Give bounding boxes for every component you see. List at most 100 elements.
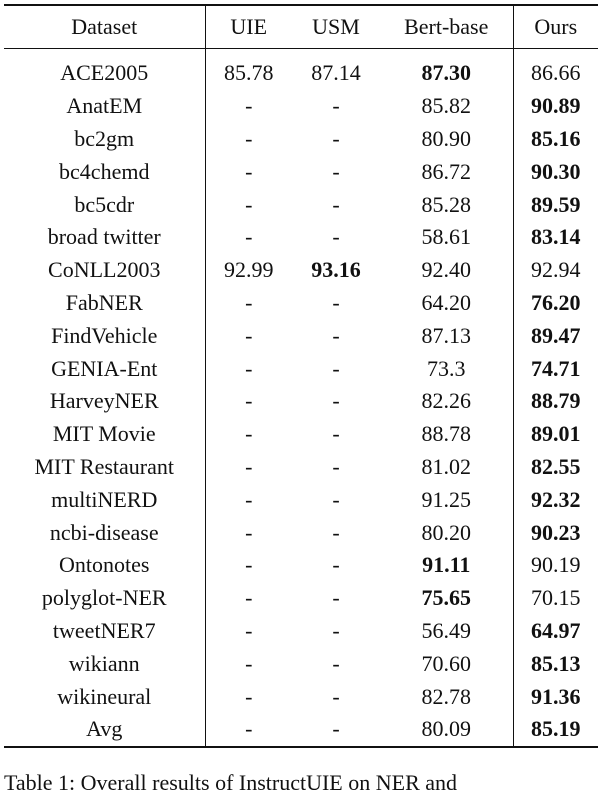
score-cell: 83.14 <box>531 224 581 250</box>
table-row: AnatEM - - 85.82 90.89 <box>4 89 598 123</box>
dataset-name: wikineural <box>4 680 206 713</box>
score-cell: 90.23 <box>531 519 581 545</box>
table-row: HarveyNER - - 82.26 88.79 <box>4 384 598 418</box>
table-body: ACE2005 85.78 87.14 87.30 86.66 AnatEM - - 85.82… <box>4 48 598 747</box>
score-cell: 93.16 <box>311 257 361 283</box>
header-row: Dataset UIE USM Bert-base Ours <box>4 5 598 49</box>
score-cell: - <box>332 453 340 479</box>
score-cell: 90.30 <box>531 158 581 184</box>
table-row: bc2gm - - 80.90 85.16 <box>4 122 598 156</box>
dataset-name: bc5cdr <box>4 188 206 221</box>
dataset-name: MIT Movie <box>4 417 206 451</box>
score-cell: - <box>332 388 340 414</box>
score-cell: 82.78 <box>380 680 514 713</box>
table-row: bc5cdr - - 85.28 89.59 <box>4 188 598 221</box>
table-row: Avg - - 80.09 85.19 <box>4 712 598 747</box>
score-cell: - <box>245 650 253 676</box>
score-cell: - <box>332 355 340 381</box>
score-cell: 91.11 <box>380 548 514 582</box>
results-table: Dataset UIE USM Bert-base Ours ACE2005 85.78 8… <box>4 4 598 748</box>
score-cell: 56.49 <box>380 614 514 648</box>
score-cell: 85.78 <box>224 60 274 86</box>
score-cell: 85.28 <box>380 188 514 221</box>
score-cell: - <box>245 421 253 447</box>
column-header: Bert-base <box>380 5 514 49</box>
dataset-name: broad twitter <box>4 220 206 254</box>
score-cell: 87.30 <box>380 48 514 90</box>
score-cell: 58.61 <box>380 220 514 254</box>
table-row: wikineural - - 82.78 91.36 <box>4 680 598 713</box>
table-row: FabNER - - 64.20 76.20 <box>4 286 598 320</box>
dataset-name: polyglot-NER <box>4 581 206 615</box>
table-row: polyglot-NER - - 75.65 70.15 <box>4 581 598 615</box>
score-cell: - <box>332 716 340 742</box>
table-row: ncbi-disease - - 80.20 90.23 <box>4 516 598 549</box>
score-cell: - <box>245 355 253 381</box>
dataset-name: bc4chemd <box>4 155 206 189</box>
score-cell: - <box>245 552 253 578</box>
table-row: CoNLL2003 92.99 93.16 92.40 92.94 <box>4 253 598 287</box>
score-cell: - <box>332 224 340 250</box>
score-cell: - <box>332 486 340 512</box>
score-cell: 87.13 <box>380 319 514 353</box>
score-cell: - <box>245 289 253 315</box>
score-cell: 80.90 <box>380 122 514 156</box>
score-cell: - <box>332 158 340 184</box>
score-cell: 92.32 <box>531 486 581 512</box>
dataset-name: HarveyNER <box>4 384 206 418</box>
score-cell: - <box>332 289 340 315</box>
table-row: tweetNER7 - - 56.49 64.97 <box>4 614 598 648</box>
score-cell: 74.71 <box>531 355 581 381</box>
score-cell: - <box>245 486 253 512</box>
score-cell: - <box>332 93 340 119</box>
table-row: Ontonotes - - 91.11 90.19 <box>4 548 598 582</box>
score-cell: 76.20 <box>531 289 581 315</box>
score-cell: - <box>245 93 253 119</box>
score-cell: - <box>245 683 253 709</box>
score-cell: 64.97 <box>531 617 581 643</box>
column-header: USM <box>312 14 360 39</box>
table-row: multiNERD - - 91.25 92.32 <box>4 483 598 517</box>
dataset-name: wikiann <box>4 647 206 681</box>
score-cell: 92.40 <box>380 253 514 287</box>
score-cell: - <box>245 585 253 611</box>
score-cell: 85.82 <box>380 89 514 123</box>
score-cell: - <box>332 585 340 611</box>
score-cell: - <box>245 519 253 545</box>
table-row: GENIA-Ent - - 73.3 74.71 <box>4 352 598 385</box>
dataset-name: MIT Restaurant <box>4 450 206 484</box>
score-cell: 86.66 <box>531 60 581 86</box>
score-cell: 91.25 <box>380 483 514 517</box>
score-cell: 82.26 <box>380 384 514 418</box>
score-cell: 80.09 <box>380 712 514 747</box>
column-header: Ours <box>534 14 578 39</box>
score-cell: - <box>245 716 253 742</box>
score-cell: 80.20 <box>380 516 514 549</box>
table-row: wikiann - - 70.60 85.13 <box>4 647 598 681</box>
score-cell: - <box>245 617 253 643</box>
table-row: MIT Movie - - 88.78 89.01 <box>4 417 598 451</box>
score-cell: 91.36 <box>531 683 581 709</box>
score-cell: - <box>332 322 340 348</box>
dataset-name: FindVehicle <box>4 319 206 353</box>
score-cell: - <box>332 421 340 447</box>
score-cell: - <box>332 519 340 545</box>
score-cell: 64.20 <box>380 286 514 320</box>
score-cell: 75.65 <box>380 581 514 615</box>
score-cell: - <box>245 125 253 151</box>
caption: Table 1: Overall results of InstructUIE … <box>4 770 458 795</box>
dataset-name: AnatEM <box>4 89 206 123</box>
dataset-name: CoNLL2003 <box>4 253 206 287</box>
score-cell: - <box>245 388 253 414</box>
table-row: FindVehicle - - 87.13 89.47 <box>4 319 598 353</box>
score-cell: 87.14 <box>311 60 361 86</box>
table-row: MIT Restaurant - - 81.02 82.55 <box>4 450 598 484</box>
column-header: UIE <box>230 14 268 39</box>
table-row: ACE2005 85.78 87.14 87.30 86.66 <box>4 48 598 90</box>
dataset-name: ncbi-disease <box>4 516 206 549</box>
table-row: broad twitter - - 58.61 83.14 <box>4 220 598 254</box>
column-header: Dataset <box>4 5 206 49</box>
score-cell: 88.79 <box>531 388 581 414</box>
score-cell: 92.99 <box>224 257 274 283</box>
